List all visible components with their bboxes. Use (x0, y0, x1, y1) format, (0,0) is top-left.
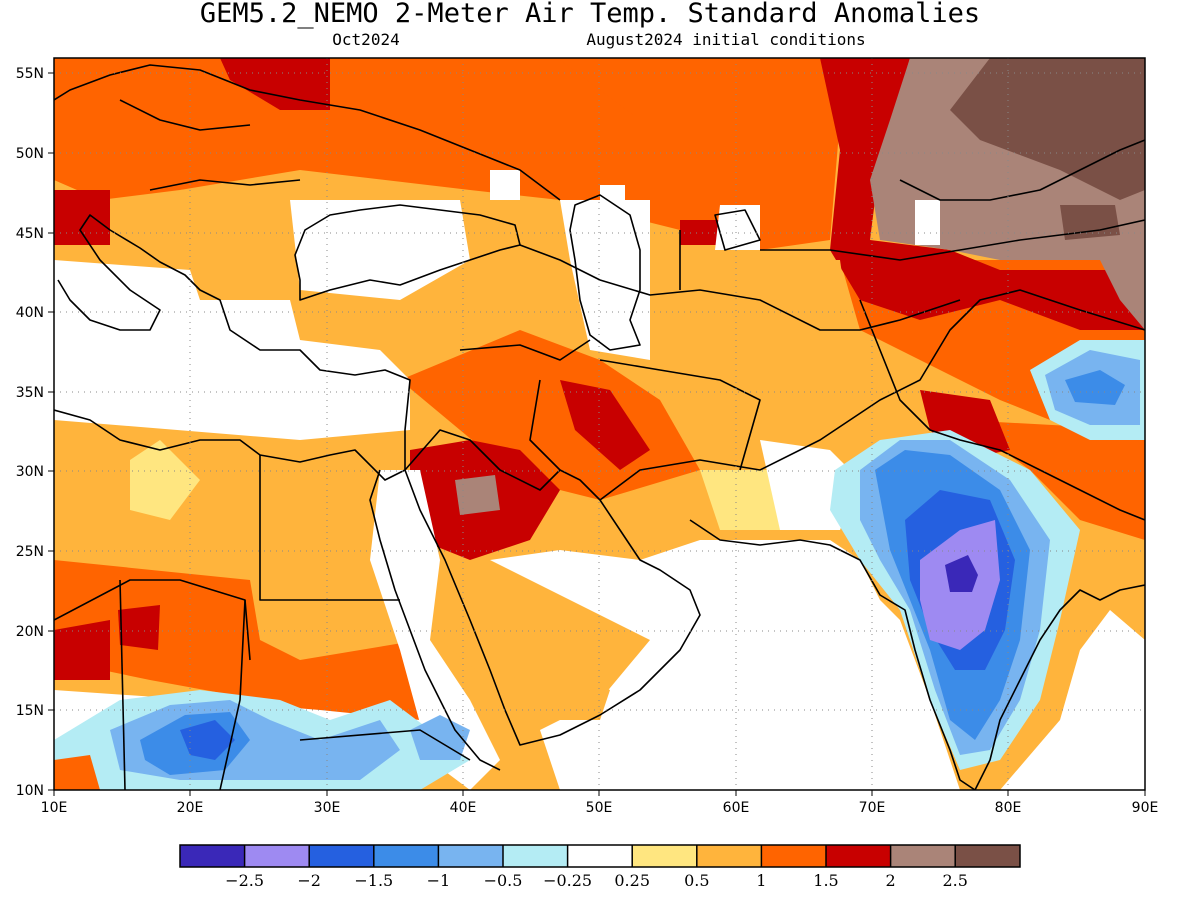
legend-label: −0.25 (543, 871, 592, 890)
map-gridlines (54, 58, 1145, 790)
legend-label: −2 (297, 871, 321, 890)
lat-tick-label: 35N (16, 385, 44, 401)
lon-tick-label: 10E (41, 800, 68, 816)
legend-swatch (696, 845, 762, 867)
lat-tick-label: 55N (16, 66, 44, 82)
lon-tick-label: 30E (314, 800, 341, 816)
lon-tick-label: 70E (859, 800, 886, 816)
legend-swatch (503, 845, 568, 867)
field-warm-sahel-east (54, 755, 100, 790)
lat-tick-label: 30N (16, 464, 44, 480)
legend-label: 2.5 (942, 871, 967, 890)
valid-month: Oct2024 (332, 30, 399, 49)
legend-swatch (373, 845, 439, 867)
field-brown-dark (950, 58, 1145, 200)
field-brown-spot (1060, 205, 1120, 240)
lon-tick-label: 50E (586, 800, 613, 816)
legend-label: 2 (886, 871, 896, 890)
legend-swatch (826, 845, 891, 867)
legend-label: 0.25 (614, 871, 650, 890)
legend-label: −2.5 (225, 871, 264, 890)
field-cold-tibet-15 (1065, 370, 1125, 405)
lon-tick-label: 90E (1132, 800, 1159, 816)
legend-label: 0.5 (684, 871, 709, 890)
map-plot-area (54, 58, 1145, 790)
legend-swatch (567, 845, 633, 867)
lon-tick-label: 60E (723, 800, 750, 816)
coastlines-borders (54, 64, 1145, 790)
lon-tick-label: 40E (450, 800, 477, 816)
legend-swatch (438, 845, 503, 867)
legend-swatch (180, 845, 245, 867)
lon-tick-label: 20E (177, 800, 204, 816)
legend-label: −1.5 (354, 871, 393, 890)
legend-label: −0.5 (484, 871, 523, 890)
init-conditions: August2024 initial conditions (586, 30, 865, 49)
legend-label: 1 (756, 871, 766, 890)
legend-swatch (890, 845, 956, 867)
field-cold-sahel-2 (180, 720, 235, 760)
field-cold-india-core (945, 555, 978, 592)
legend-label: −1 (427, 871, 451, 890)
legend-label: 1.5 (813, 871, 838, 890)
lat-tick-label: 20N (16, 624, 44, 640)
lat-tick-label: 45N (16, 226, 44, 242)
color-legend: −2.5 −2 −1.5 −1 −0.5 −0.25 0.25 0.5 1 1.… (179, 844, 1021, 890)
lat-tick-label: 25N (16, 544, 44, 560)
lat-tick-label: 50N (16, 146, 44, 162)
lat-tick-label: 10N (16, 783, 44, 799)
lat-tick-label: 40N (16, 305, 44, 321)
field-cold-redsea (410, 715, 470, 760)
legend-swatch (309, 845, 374, 867)
lat-axis: 55N 50N 45N 40N 35N 30N 25N 20N 15N 10N (16, 66, 54, 799)
field-brown-syria (455, 475, 500, 515)
lon-axis: 10E 20E 30E 40E 50E 60E 70E 80E 90E (41, 790, 1159, 816)
legend-swatch (244, 845, 310, 867)
lon-tick-label: 80E (995, 800, 1022, 816)
legend-swatch (632, 845, 697, 867)
legend-swatch (761, 845, 826, 867)
map-title: GEM5.2_NEMO 2-Meter Air Temp. Standard A… (200, 0, 980, 29)
field-warm-yemen (500, 670, 610, 720)
legend-swatch (955, 845, 1020, 867)
lat-tick-label: 15N (16, 703, 44, 719)
